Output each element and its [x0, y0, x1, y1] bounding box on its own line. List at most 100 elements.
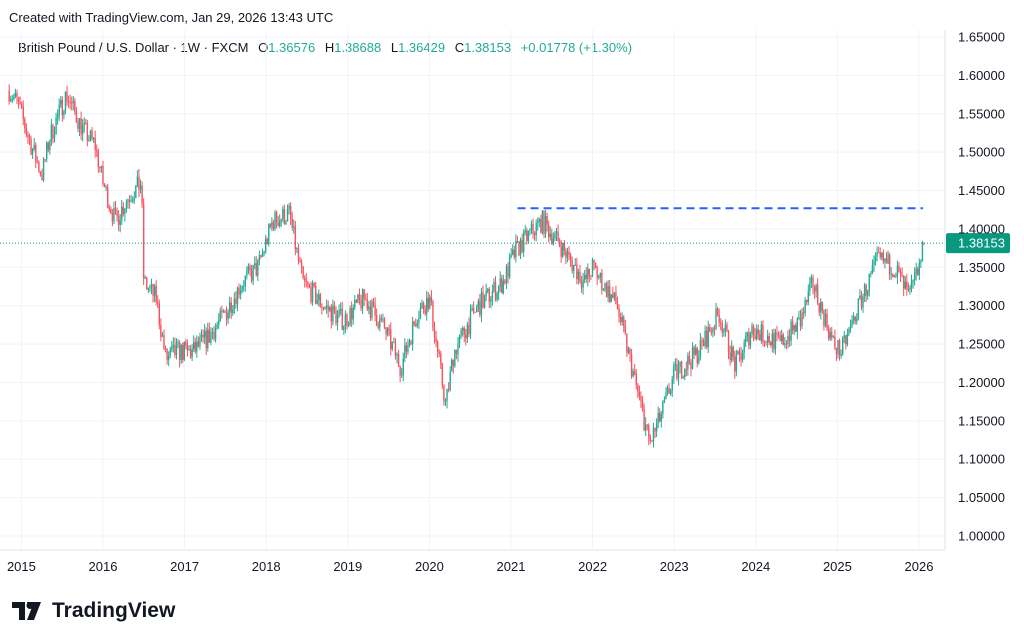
candle [487, 288, 489, 294]
candle-body [24, 119, 26, 129]
candle-body [560, 247, 562, 257]
candle [602, 288, 605, 292]
candle-body [527, 230, 530, 241]
candle-body [277, 222, 279, 227]
candle [211, 327, 214, 340]
candle [623, 315, 625, 333]
candle-body [404, 345, 406, 359]
candle [155, 280, 157, 306]
candle [261, 248, 264, 258]
candle [246, 266, 248, 280]
candle [316, 293, 318, 305]
candle-body [110, 208, 112, 214]
tradingview-logo[interactable]: TradingView [12, 599, 175, 623]
candle [662, 400, 664, 419]
candle-body [821, 301, 824, 311]
candle-body [827, 328, 830, 339]
candle-body [246, 270, 248, 276]
candle-body [698, 356, 700, 364]
candle [679, 361, 681, 374]
candle-body [167, 355, 170, 360]
candle [447, 382, 450, 393]
candle-body [549, 233, 551, 238]
candle-body [99, 167, 101, 169]
candle-body [782, 334, 784, 346]
candle [252, 264, 254, 286]
candle-body [851, 320, 853, 325]
candle-body [286, 208, 289, 222]
candle [768, 332, 770, 346]
candle-body [876, 252, 878, 256]
candle [493, 278, 495, 293]
candle-body [289, 205, 292, 219]
candle [289, 202, 292, 225]
candle-body [304, 277, 306, 281]
candle [549, 226, 551, 241]
candle-body [465, 334, 467, 339]
candle [349, 305, 351, 327]
candle-body [86, 123, 89, 141]
candle-body [768, 336, 770, 343]
candle-body [596, 268, 598, 278]
candle-body [701, 340, 703, 343]
candle-body [734, 356, 736, 372]
candle [698, 350, 700, 365]
candle-body [909, 288, 911, 290]
candle-body [573, 265, 575, 271]
candle [33, 138, 35, 152]
candle-body [239, 290, 242, 295]
candle-body [189, 349, 192, 358]
candle-body [71, 103, 73, 104]
candle-body [261, 252, 264, 257]
candle-body [386, 328, 389, 335]
candle [906, 274, 908, 296]
candle [455, 349, 458, 360]
candle [355, 298, 358, 304]
candle-body [732, 346, 734, 357]
candle-body [200, 334, 203, 338]
candle [71, 96, 73, 111]
candle [203, 323, 206, 345]
candle [841, 336, 844, 356]
candle-body [543, 211, 545, 234]
candle-body [571, 260, 573, 271]
candle-body [266, 239, 268, 244]
candle-body [590, 275, 592, 277]
candle [89, 129, 92, 142]
candle-body [157, 302, 159, 304]
candle-body [438, 352, 440, 354]
candle [684, 368, 686, 381]
candle [296, 247, 298, 254]
candle [92, 136, 95, 143]
candle [411, 316, 414, 351]
candle [629, 347, 631, 362]
candle [771, 329, 774, 353]
candle-body [96, 150, 98, 151]
candle [164, 345, 167, 353]
candle-body [810, 277, 813, 282]
candle-body [136, 176, 139, 186]
candle [796, 317, 799, 340]
candle-body [632, 371, 634, 377]
candle-body [920, 260, 922, 263]
candle [56, 109, 59, 125]
candle [133, 191, 135, 205]
last-price-tag-label: 1.38153 [958, 236, 1005, 251]
candle-body [626, 333, 628, 353]
candle-body [350, 308, 353, 320]
candle-body [856, 318, 858, 322]
candle-body [791, 321, 794, 331]
candle-body [92, 138, 95, 139]
candle [178, 340, 181, 368]
candle-body [183, 341, 186, 360]
candle [860, 290, 863, 311]
candle [253, 256, 256, 270]
candle [94, 130, 96, 158]
candle-body [709, 326, 711, 332]
candle-body [297, 247, 300, 260]
candle-body [407, 345, 409, 352]
candle-body [735, 354, 738, 372]
candle-body [355, 300, 358, 303]
candle [680, 360, 683, 380]
